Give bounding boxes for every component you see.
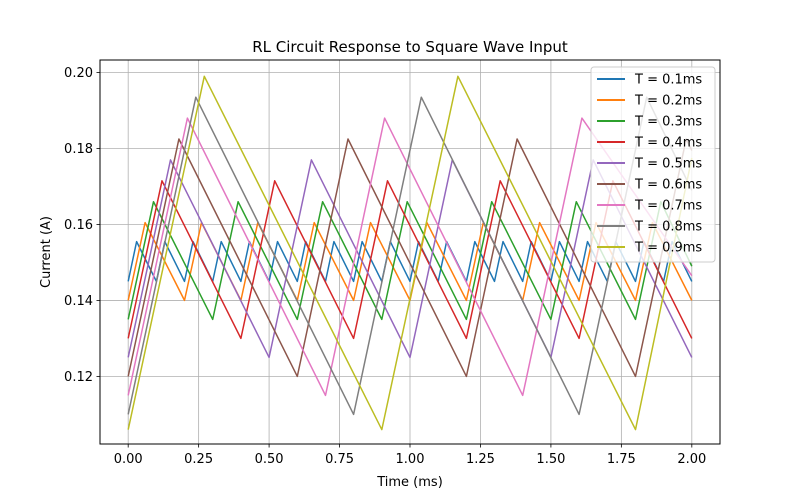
- plot-frame: [99, 59, 721, 445]
- chart-title: RL Circuit Response to Square Wave Input: [252, 38, 568, 56]
- legend-box: [590, 66, 716, 263]
- x-tick-label: 1.00: [396, 452, 425, 467]
- series-line-5: [127, 159, 693, 359]
- x-tick-label: 0.00: [114, 452, 143, 467]
- y-tick-label: 0.14: [64, 294, 93, 309]
- legend-label: T = 0.7ms: [634, 199, 702, 214]
- legend: T = 0.1ms T = 0.2ms T = 0.3ms T = 0.4ms T = …: [590, 66, 716, 263]
- y-tick-label: 0.16: [64, 218, 93, 233]
- x-tick-label: 1.50: [536, 452, 565, 467]
- legend-label: T = 0.1ms: [634, 73, 702, 88]
- y-tick-label: 0.20: [64, 66, 93, 81]
- legend-label: T = 0.6ms: [634, 178, 702, 193]
- legend-label: T = 0.8ms: [634, 220, 702, 235]
- series-line-9: [127, 75, 693, 431]
- legend-label: T = 0.5ms: [634, 157, 702, 172]
- x-tick-label: 0.50: [255, 452, 284, 467]
- series-line-7: [127, 117, 693, 397]
- axes: 0.00 0.25 0.50 0.75 1.00 1.25 1.50 1.75 2.00 0.12…: [64, 66, 706, 467]
- legend-label: T = 0.4ms: [634, 136, 702, 151]
- series-line-3: [127, 200, 693, 321]
- x-tick-label: 2.00: [677, 452, 706, 467]
- legend-label: T = 0.2ms: [634, 94, 702, 109]
- y-axis-label: Current (A): [39, 216, 54, 288]
- legend-label: T = 0.9ms: [634, 241, 702, 256]
- x-tick-label: 1.25: [466, 452, 495, 467]
- y-tick-label: 0.18: [64, 142, 93, 157]
- y-tick-label: 0.12: [64, 370, 93, 385]
- legend-label: T = 0.3ms: [634, 115, 702, 130]
- x-tick-label: 0.75: [325, 452, 354, 467]
- x-tick-label: 1.75: [607, 452, 636, 467]
- x-tick-label: 0.25: [184, 452, 213, 467]
- x-axis-label: Time (ms): [376, 475, 443, 490]
